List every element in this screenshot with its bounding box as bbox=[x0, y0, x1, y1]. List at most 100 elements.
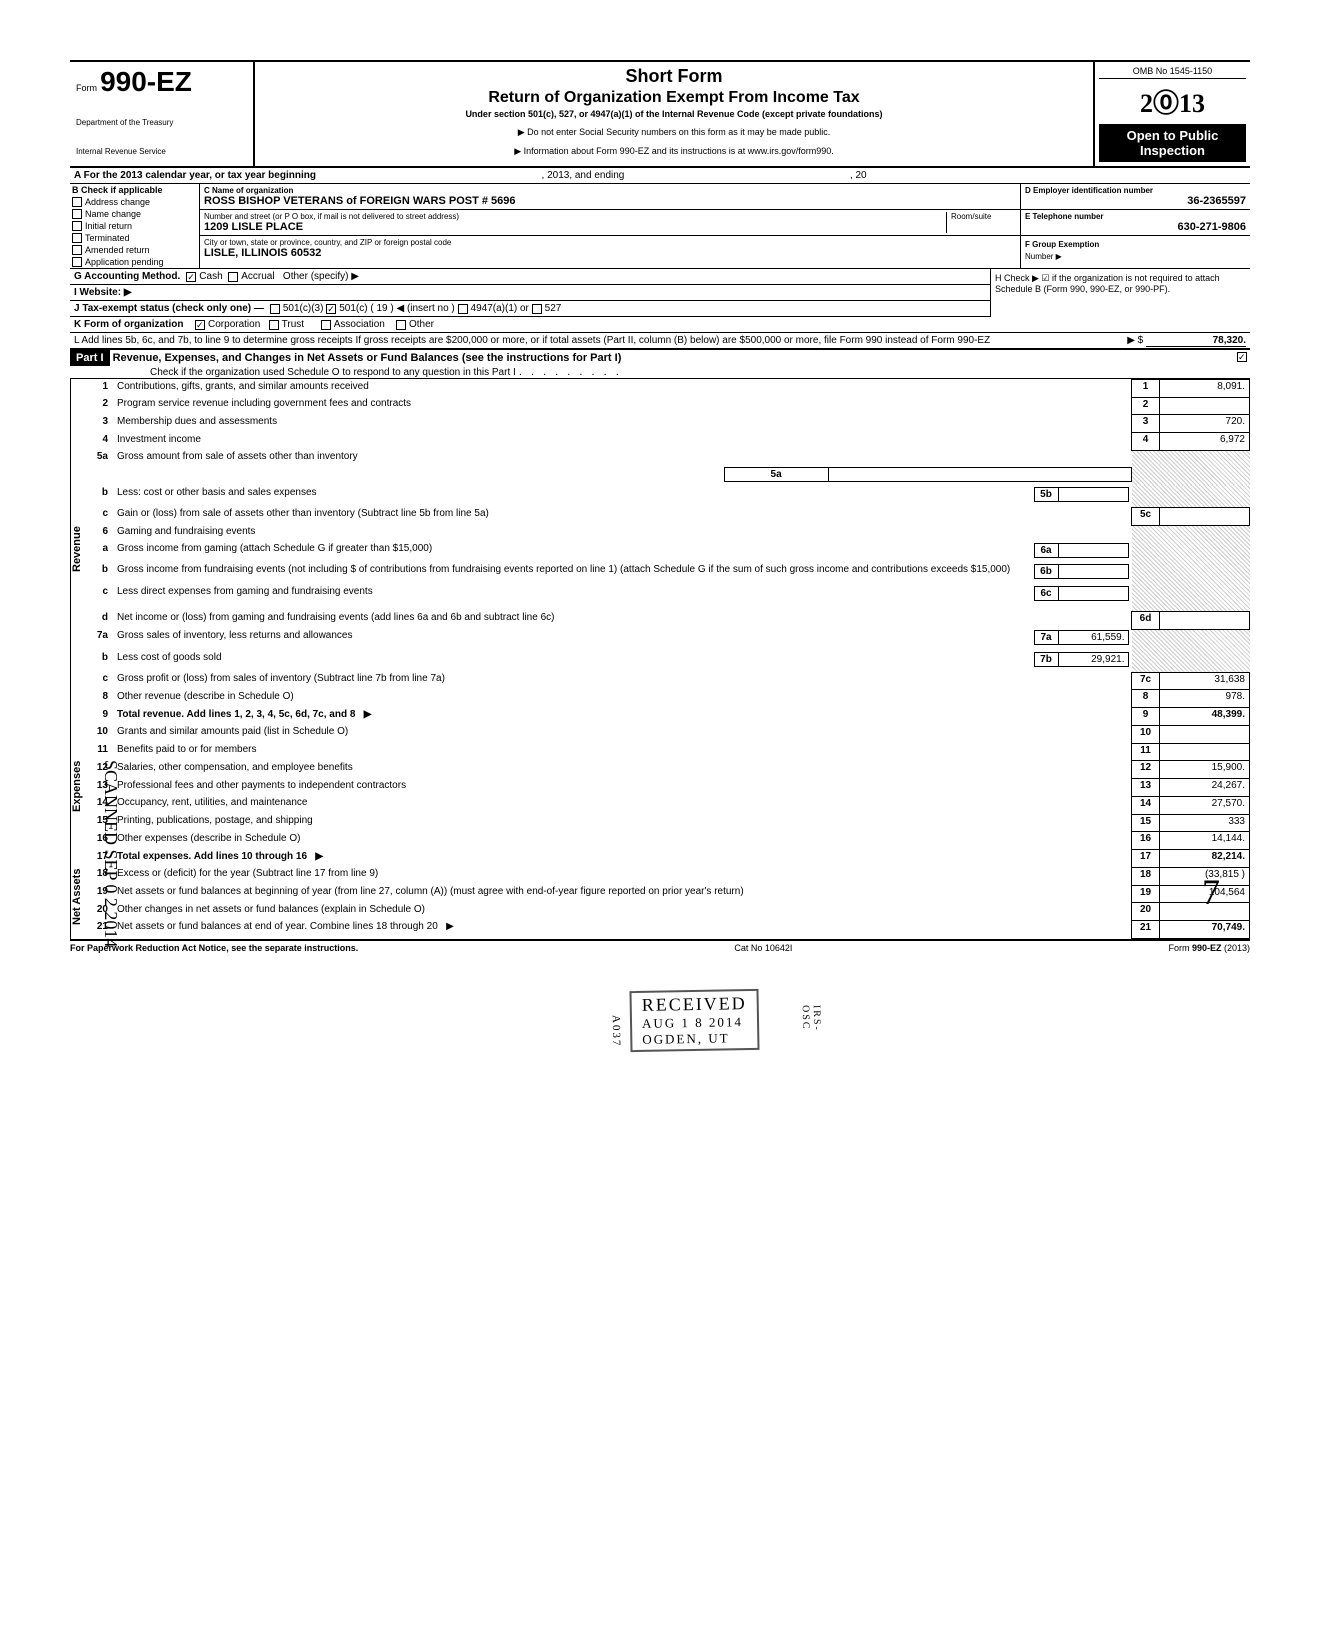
d-ein-cell: D Employer identification number 36-2365… bbox=[1021, 184, 1250, 210]
side-scanned-text: SCANNED SEP 0 2 2014 bbox=[100, 760, 121, 947]
f-label: F Group Exemption bbox=[1025, 240, 1099, 249]
year-box: OMB No 1545-1150 2⓪13 Open to Public Ins… bbox=[1095, 62, 1250, 166]
k-corp-checkbox[interactable] bbox=[195, 320, 205, 330]
b-amended[interactable]: Amended return bbox=[70, 244, 199, 256]
line-12: 12Salaries, other compensation, and empl… bbox=[86, 761, 1250, 779]
k-trust-checkbox[interactable] bbox=[269, 320, 279, 330]
line-20: 20Other changes in net assets or fund ba… bbox=[86, 903, 1250, 921]
line-3: 3Membership dues and assessments3720. bbox=[86, 415, 1250, 433]
row-a-text1: A For the 2013 calendar year, or tax yea… bbox=[74, 170, 316, 181]
netassets-label: Net Assets bbox=[70, 854, 86, 939]
form-prefix: Form bbox=[76, 83, 97, 93]
row-j: J Tax-exempt status (check only one) — 5… bbox=[70, 301, 990, 317]
page-number: 7 bbox=[1202, 871, 1220, 913]
j-4947-checkbox[interactable] bbox=[458, 304, 468, 314]
l-value: 78,320. bbox=[1146, 335, 1246, 347]
row-i: I Website: ▶ bbox=[70, 285, 990, 301]
revenue-label: Revenue bbox=[70, 379, 86, 719]
row-k: K Form of organization Corporation Trust… bbox=[70, 317, 1250, 333]
j-501c3-checkbox[interactable] bbox=[270, 304, 280, 314]
title2: Return of Organization Exempt From Incom… bbox=[263, 89, 1085, 107]
subtitle: Under section 501(c), 527, or 4947(a)(1)… bbox=[263, 109, 1085, 119]
line-5a: 5aGross amount from sale of assets other… bbox=[86, 450, 1250, 466]
title1: Short Form bbox=[263, 66, 1085, 87]
form-990ez: Form 990-EZ Department of the Treasury I… bbox=[70, 60, 1250, 953]
part1-title: Revenue, Expenses, and Changes in Net As… bbox=[113, 352, 622, 364]
street: 1209 LISLE PLACE bbox=[204, 221, 946, 233]
accrual-checkbox[interactable] bbox=[228, 272, 238, 282]
row-h: H Check ▶ ☑ if the organization is not r… bbox=[990, 269, 1250, 317]
line-4: 4Investment income46,972 bbox=[86, 433, 1250, 451]
stamp-code: A037 bbox=[610, 1015, 623, 1048]
city-label: City or town, state or province, country… bbox=[204, 238, 1016, 247]
open-public: Open to Public Inspection bbox=[1099, 124, 1246, 162]
col-b-title: B Check if applicable bbox=[70, 184, 199, 196]
phone: 630-271-9806 bbox=[1025, 221, 1246, 233]
line-17: 17Total expenses. Add lines 10 through 1… bbox=[86, 850, 1250, 868]
e-phone-cell: E Telephone number 630-271-9806 bbox=[1021, 210, 1250, 236]
c-label: C Name of organization bbox=[204, 186, 1016, 195]
form-number: 990-EZ bbox=[100, 66, 192, 97]
title-box: Short Form Return of Organization Exempt… bbox=[255, 62, 1095, 166]
lines-table: 1Contributions, gifts, grants, and simil… bbox=[86, 379, 1250, 939]
part1-checkbox[interactable] bbox=[1237, 352, 1247, 362]
b-initial-return[interactable]: Initial return bbox=[70, 220, 199, 232]
line-10: 10Grants and similar amounts paid (list … bbox=[86, 725, 1250, 743]
line-13: 13Professional fees and other payments t… bbox=[86, 779, 1250, 797]
c-city-cell: City or town, state or province, country… bbox=[200, 236, 1020, 261]
c-name-cell: C Name of organization ROSS BISHOP VETER… bbox=[200, 184, 1020, 210]
line-7a: 7aGross sales of inventory, less returns… bbox=[86, 629, 1250, 651]
b-address-change[interactable]: Address change bbox=[70, 196, 199, 208]
org-name: ROSS BISHOP VETERANS of FOREIGN WARS POS… bbox=[204, 195, 1016, 207]
k-assoc-checkbox[interactable] bbox=[321, 320, 331, 330]
footer-mid: Cat No 10642I bbox=[734, 943, 792, 953]
e-label: E Telephone number bbox=[1025, 212, 1246, 221]
ein: 36-2365597 bbox=[1025, 195, 1246, 207]
k-other-checkbox[interactable] bbox=[396, 320, 406, 330]
j-501c-checkbox[interactable] bbox=[326, 304, 336, 314]
line-14: 14Occupancy, rent, utilities, and mainte… bbox=[86, 796, 1250, 814]
tax-year: 2⓪13 bbox=[1099, 83, 1246, 120]
dept2: Internal Revenue Service bbox=[76, 147, 247, 156]
col-c: C Name of organization ROSS BISHOP VETER… bbox=[200, 184, 1020, 268]
line-1: 1Contributions, gifts, grants, and simil… bbox=[86, 380, 1250, 398]
received-stamp: RECEIVED AUG 1 8 2014 OGDEN, UT bbox=[629, 989, 759, 1052]
f-label2: Number ▶ bbox=[1025, 252, 1062, 261]
line-5c: cGain or (loss) from sale of assets othe… bbox=[86, 507, 1250, 525]
line-7b: bLess cost of goods sold7b29,921. bbox=[86, 651, 1250, 673]
row-a: A For the 2013 calendar year, or tax yea… bbox=[70, 168, 1250, 184]
header-row: Form 990-EZ Department of the Treasury I… bbox=[70, 60, 1250, 168]
j-527-checkbox[interactable] bbox=[532, 304, 542, 314]
b-app-pending[interactable]: Application pending bbox=[70, 256, 199, 268]
col-d: D Employer identification number 36-2365… bbox=[1020, 184, 1250, 268]
addr-label: Number and street (or P O box, if mail i… bbox=[204, 212, 946, 221]
line-5b: bLess: cost or other basis and sales exp… bbox=[86, 486, 1250, 508]
line-21: 21Net assets or fund balances at end of … bbox=[86, 920, 1250, 938]
f-group-cell: F Group Exemption Number ▶ bbox=[1021, 236, 1250, 264]
d-label: D Employer identification number bbox=[1025, 186, 1246, 195]
part1-label: Part I bbox=[70, 350, 110, 366]
line-18: 18Excess or (deficit) for the year (Subt… bbox=[86, 867, 1250, 885]
col-b: B Check if applicable Address change Nam… bbox=[70, 184, 200, 268]
line-15: 15Printing, publications, postage, and s… bbox=[86, 814, 1250, 832]
line-2: 2Program service revenue including gover… bbox=[86, 397, 1250, 415]
line-9: 9Total revenue. Add lines 1, 2, 3, 4, 5c… bbox=[86, 708, 1250, 726]
info2: ▶ Information about Form 990-EZ and its … bbox=[263, 146, 1085, 157]
footer-right: Form 990-EZ (2013) bbox=[1168, 943, 1250, 953]
row-a-text3: , 20 bbox=[850, 170, 867, 181]
b-name-change[interactable]: Name change bbox=[70, 208, 199, 220]
line-8: 8Other revenue (describe in Schedule O)8… bbox=[86, 690, 1250, 708]
part1-header-row: Part I Revenue, Expenses, and Changes in… bbox=[70, 349, 1250, 379]
part1-check-text: Check if the organization used Schedule … bbox=[70, 367, 516, 378]
footer: For Paperwork Reduction Act Notice, see … bbox=[70, 939, 1250, 953]
row-a-text2: , 2013, and ending bbox=[542, 170, 625, 181]
omb: OMB No 1545-1150 bbox=[1099, 66, 1246, 79]
expenses-label: Expenses bbox=[70, 719, 86, 854]
b-terminated[interactable]: Terminated bbox=[70, 232, 199, 244]
info1: ▶ Do not enter Social Security numbers o… bbox=[263, 127, 1085, 138]
form-number-box: Form 990-EZ Department of the Treasury I… bbox=[70, 62, 255, 166]
line-19: 19Net assets or fund balances at beginni… bbox=[86, 885, 1250, 903]
cash-checkbox[interactable] bbox=[186, 272, 196, 282]
dept1: Department of the Treasury bbox=[76, 118, 247, 127]
section-bcd: B Check if applicable Address change Nam… bbox=[70, 184, 1250, 269]
